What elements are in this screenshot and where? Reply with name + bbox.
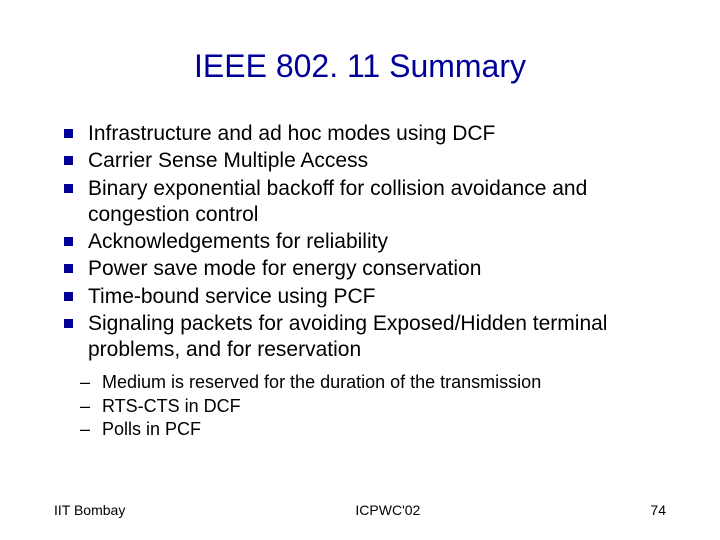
bullet-text: Signaling packets for avoiding Exposed/H… [88, 312, 607, 361]
list-item: Carrier Sense Multiple Access [58, 148, 672, 174]
bullet-text: Infrastructure and ad hoc modes using DC… [88, 122, 495, 145]
main-bullet-list: Infrastructure and ad hoc modes using DC… [58, 121, 672, 363]
sub-bullet-text: RTS-CTS in DCF [102, 396, 241, 416]
bullet-text: Binary exponential backoff for collision… [88, 177, 587, 226]
sub-bullet-text: Polls in PCF [102, 419, 201, 439]
footer-center: ICPWC'02 [355, 502, 420, 518]
list-item: Medium is reserved for the duration of t… [80, 371, 672, 394]
bullet-text: Time-bound service using PCF [88, 285, 376, 308]
sub-bullet-list: Medium is reserved for the duration of t… [58, 371, 672, 441]
list-item: Binary exponential backoff for collision… [58, 176, 672, 229]
bullet-text: Power save mode for energy conservation [88, 257, 481, 280]
list-item: Time-bound service using PCF [58, 284, 672, 310]
list-item: Acknowledgements for reliability [58, 229, 672, 255]
list-item: Infrastructure and ad hoc modes using DC… [58, 121, 672, 147]
slide-content: Infrastructure and ad hoc modes using DC… [48, 121, 672, 502]
slide: IEEE 802. 11 Summary Infrastructure and … [0, 0, 720, 540]
footer-page-number: 74 [650, 502, 666, 518]
slide-title: IEEE 802. 11 Summary [48, 48, 672, 85]
bullet-text: Acknowledgements for reliability [88, 230, 388, 253]
list-item: Power save mode for energy conservation [58, 256, 672, 282]
footer-left: IIT Bombay [54, 502, 125, 518]
slide-footer: IIT Bombay ICPWC'02 74 [48, 502, 672, 520]
sub-bullet-text: Medium is reserved for the duration of t… [102, 372, 541, 392]
list-item: Signaling packets for avoiding Exposed/H… [58, 311, 672, 364]
list-item: Polls in PCF [80, 418, 672, 441]
bullet-text: Carrier Sense Multiple Access [88, 149, 368, 172]
list-item: RTS-CTS in DCF [80, 395, 672, 418]
